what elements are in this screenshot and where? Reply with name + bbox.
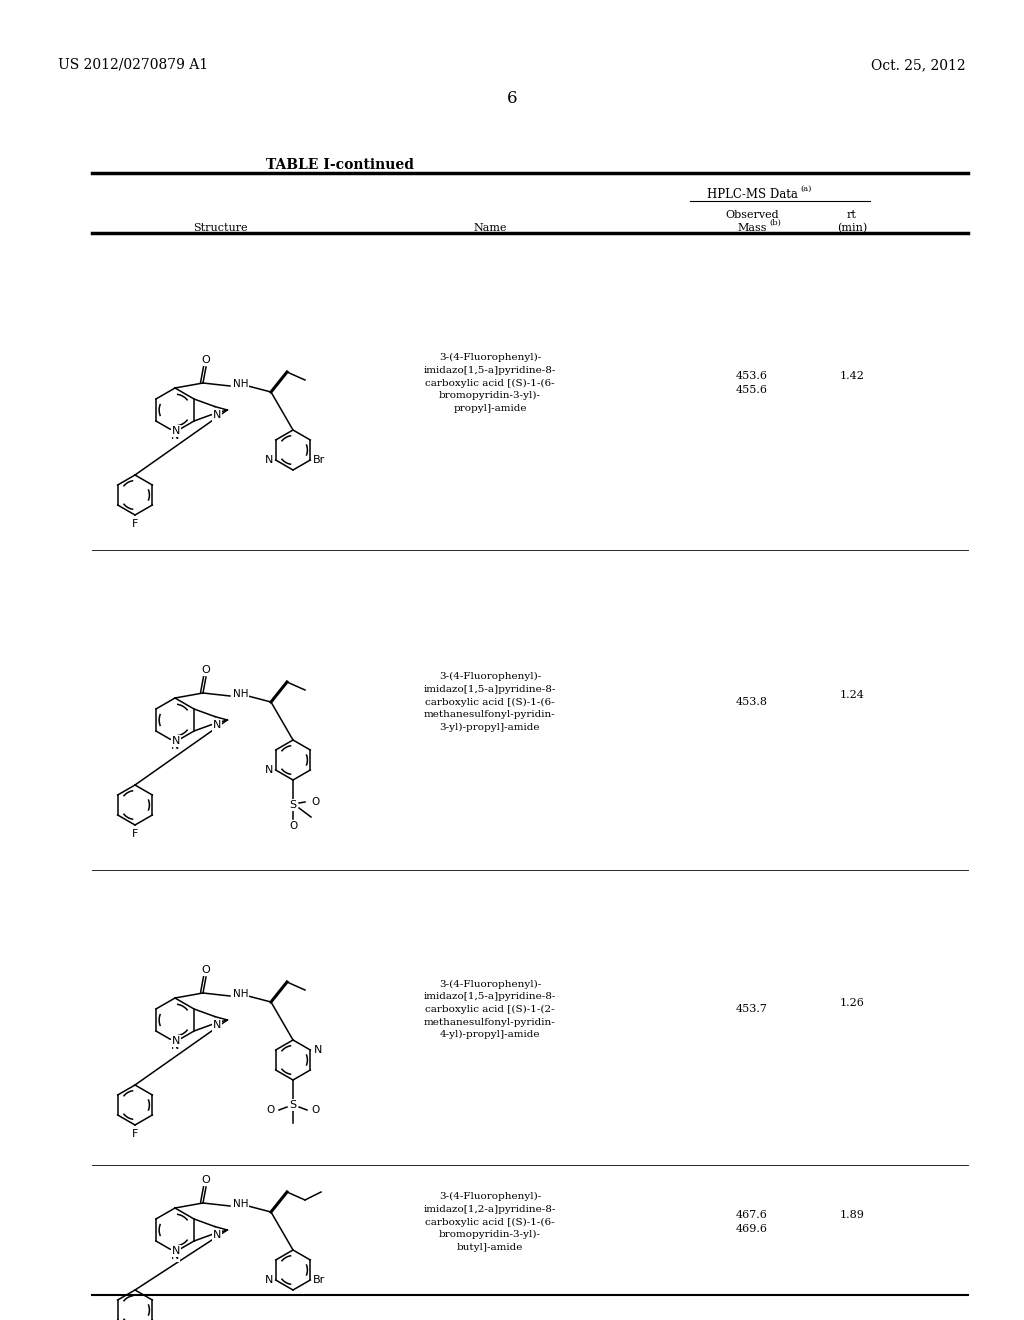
Text: N: N — [172, 737, 180, 746]
Text: HPLC-MS Data: HPLC-MS Data — [707, 187, 798, 201]
Text: 3-(4-Fluorophenyl)-
imidazo[1,5-a]pyridine-8-
carboxylic acid [(S)-1-(6-
methane: 3-(4-Fluorophenyl)- imidazo[1,5-a]pyridi… — [424, 672, 556, 731]
Text: S: S — [290, 800, 297, 810]
Text: N: N — [264, 455, 272, 465]
Text: O: O — [289, 821, 297, 832]
Text: US 2012/0270879 A1: US 2012/0270879 A1 — [58, 58, 208, 73]
Text: O: O — [266, 1105, 275, 1115]
Text: N: N — [213, 1230, 221, 1241]
Text: O: O — [202, 1175, 210, 1185]
Text: rt: rt — [847, 210, 857, 220]
Text: N: N — [264, 1275, 272, 1284]
Text: 6: 6 — [507, 90, 517, 107]
Text: Oct. 25, 2012: Oct. 25, 2012 — [871, 58, 966, 73]
Text: TABLE I-continued: TABLE I-continued — [266, 158, 414, 172]
Text: 1.42: 1.42 — [840, 371, 864, 381]
Text: N: N — [171, 1251, 179, 1261]
Text: 3-(4-Fluorophenyl)-
imidazo[1,5-a]pyridine-8-
carboxylic acid [(S)-1-(6-
bromopy: 3-(4-Fluorophenyl)- imidazo[1,5-a]pyridi… — [424, 354, 556, 413]
Text: O: O — [311, 797, 319, 807]
Text: (min): (min) — [837, 223, 867, 234]
Text: 453.7: 453.7 — [736, 1005, 768, 1015]
Text: 467.6
469.6: 467.6 469.6 — [736, 1210, 768, 1234]
Text: F: F — [132, 1129, 138, 1139]
Text: O: O — [202, 355, 210, 366]
Text: N: N — [264, 766, 272, 775]
Text: N: N — [213, 1020, 221, 1031]
Text: NH: NH — [233, 689, 249, 700]
Text: N: N — [172, 1036, 180, 1045]
Text: Br: Br — [313, 1275, 326, 1284]
Text: Structure: Structure — [193, 223, 248, 234]
Text: N: N — [213, 411, 221, 420]
Text: F: F — [132, 829, 138, 840]
Text: N: N — [314, 1045, 323, 1055]
Text: Observed: Observed — [725, 210, 779, 220]
Text: Mass: Mass — [737, 223, 767, 234]
Text: 453.8: 453.8 — [736, 697, 768, 708]
Text: NH: NH — [233, 379, 249, 389]
Text: O: O — [202, 965, 210, 975]
Text: O: O — [202, 665, 210, 675]
Text: 1.24: 1.24 — [840, 690, 864, 700]
Text: NH: NH — [233, 1199, 249, 1209]
Text: N: N — [172, 426, 180, 436]
Text: N: N — [171, 1041, 179, 1051]
Text: O: O — [311, 1105, 319, 1115]
Text: (b): (b) — [769, 219, 781, 227]
Text: N: N — [171, 432, 179, 441]
Text: NH: NH — [233, 989, 249, 999]
Text: F: F — [132, 519, 138, 529]
Text: 3-(4-Fluorophenyl)-
imidazo[1,5-a]pyridine-8-
carboxylic acid [(S)-1-(2-
methane: 3-(4-Fluorophenyl)- imidazo[1,5-a]pyridi… — [424, 979, 556, 1039]
Text: 453.6
455.6: 453.6 455.6 — [736, 371, 768, 395]
Text: 1.89: 1.89 — [840, 1210, 864, 1220]
Text: N: N — [213, 721, 221, 730]
Text: N: N — [171, 741, 179, 751]
Text: 1.26: 1.26 — [840, 998, 864, 1007]
Text: (a): (a) — [800, 185, 811, 193]
Text: 3-(4-Fluorophenyl)-
imidazo[1,2-a]pyridine-8-
carboxylic acid [(S)-1-(6-
bromopy: 3-(4-Fluorophenyl)- imidazo[1,2-a]pyridi… — [424, 1192, 556, 1251]
Text: Name: Name — [473, 223, 507, 234]
Text: N: N — [172, 1246, 180, 1257]
Text: S: S — [290, 1100, 297, 1110]
Text: Br: Br — [313, 455, 326, 465]
